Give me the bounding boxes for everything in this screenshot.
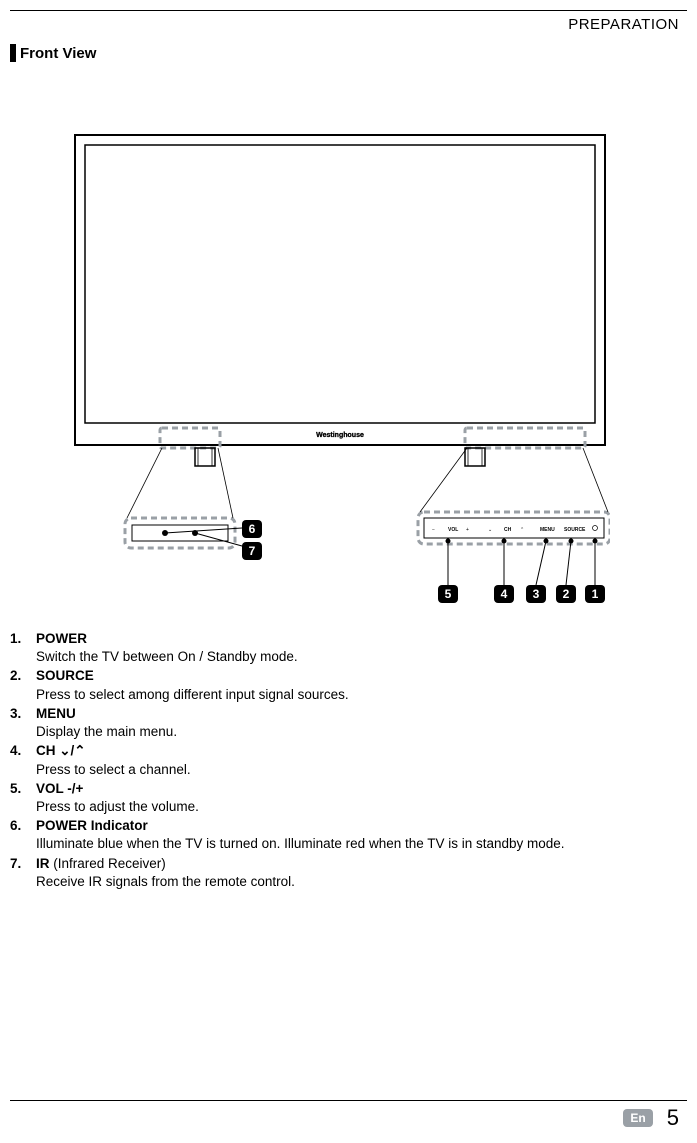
svg-text:⌄: ⌄ bbox=[488, 527, 492, 533]
page-footer: En 5 bbox=[623, 1105, 679, 1131]
callout-7: 7 bbox=[242, 542, 262, 560]
definitions-list: 1.POWER Switch the TV between On / Stand… bbox=[10, 630, 679, 892]
svg-text:Westinghouse: Westinghouse bbox=[316, 432, 364, 439]
svg-text:SOURCE: SOURCE bbox=[564, 527, 586, 533]
list-item: 5.VOL -/+ Press to adjust the volume. bbox=[10, 780, 679, 816]
footer-rule bbox=[10, 1100, 687, 1101]
svg-text:+: + bbox=[466, 527, 469, 533]
svg-text:MENU: MENU bbox=[540, 527, 555, 533]
callout-6: 6 bbox=[242, 520, 262, 538]
svg-text:7: 7 bbox=[249, 544, 256, 558]
callout-5: 5 bbox=[438, 585, 458, 603]
sensor-zoom bbox=[125, 448, 242, 548]
language-badge: En bbox=[623, 1109, 652, 1127]
page-number: 5 bbox=[667, 1105, 679, 1131]
svg-text:4: 4 bbox=[501, 587, 508, 601]
button-zoom: − VOL + ⌄ CH ⌃ MENU SOURCE bbox=[418, 448, 610, 585]
svg-text:VOL: VOL bbox=[448, 527, 458, 533]
list-item: 4.CH ⌄/⌃ Press to select a channel. bbox=[10, 742, 679, 778]
list-item: 1.POWER Switch the TV between On / Stand… bbox=[10, 630, 679, 666]
section-heading: Front View bbox=[10, 44, 96, 62]
callout-4: 4 bbox=[494, 585, 514, 603]
svg-text:2: 2 bbox=[563, 587, 570, 601]
svg-text:CH: CH bbox=[504, 527, 512, 533]
top-rule bbox=[10, 10, 687, 11]
svg-text:−: − bbox=[432, 527, 435, 533]
svg-text:⌃: ⌃ bbox=[520, 527, 524, 533]
front-view-diagram: Westinghouse Westinghouse 6 7 bbox=[70, 130, 610, 610]
list-item: 6.POWER Indicator Illuminate blue when t… bbox=[10, 817, 679, 853]
callout-3: 3 bbox=[526, 585, 546, 603]
callout-2: 2 bbox=[556, 585, 576, 603]
list-item: 7.IR (Infrared Receiver) Receive IR sign… bbox=[10, 855, 679, 891]
section-bar-icon bbox=[10, 44, 16, 62]
svg-text:6: 6 bbox=[249, 522, 256, 536]
header-label: PREPARATION bbox=[568, 16, 679, 33]
section-title: Front View bbox=[20, 45, 96, 62]
list-item: 3.MENU Display the main menu. bbox=[10, 705, 679, 741]
svg-text:3: 3 bbox=[533, 587, 540, 601]
list-item: 2.SOURCE Press to select among different… bbox=[10, 667, 679, 703]
callout-1: 1 bbox=[585, 585, 605, 603]
svg-text:1: 1 bbox=[592, 587, 599, 601]
svg-text:5: 5 bbox=[445, 587, 452, 601]
